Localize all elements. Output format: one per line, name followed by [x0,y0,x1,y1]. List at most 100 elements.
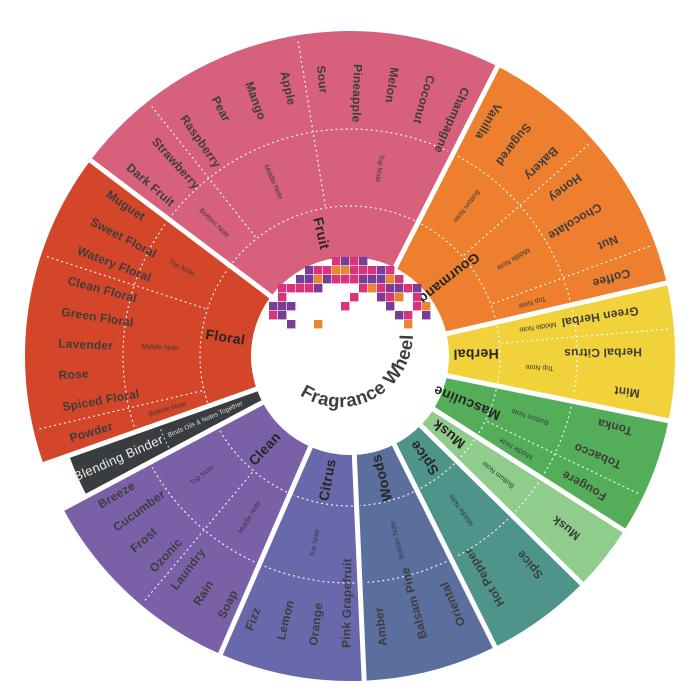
mosaic-pixel [413,284,422,293]
mosaic-pixel [395,311,404,320]
sector-divider [351,450,367,686]
note-divider-dashed [36,390,203,431]
mosaic-pixel [386,284,395,293]
mosaic-pixel [350,257,359,266]
ring-divider-dashed [419,463,455,490]
mosaic-pixel [359,284,368,293]
center-mosaic [269,257,431,329]
ring-divider-dashed [421,223,496,319]
item-label: Amber [372,606,390,646]
sector-clean [63,402,311,655]
mosaic-pixel [323,266,332,275]
sector-musk [420,409,625,584]
item-label: Rose [58,366,89,382]
mosaic-pixel [332,257,341,266]
sector-divider [38,385,262,469]
item-label: Orange [306,602,325,647]
item-label: Pink Grapefruit [339,558,354,648]
mosaic-pixel [332,266,341,275]
ring-divider-dashed [571,310,578,396]
mosaic-pixel [377,266,386,275]
mosaic-pixel [350,275,359,284]
item-label: Melon [382,66,401,103]
mosaic-pixel [287,302,296,311]
mosaic-pixel [359,275,368,284]
family-label-herbal: Herbal [453,346,499,363]
binder-divider-dashed [159,427,170,448]
sector-gourmand [394,66,667,334]
note-divider-dashed [297,38,326,207]
ring-divider-dashed [515,482,539,512]
mosaic-pixel [395,293,404,302]
ring-divider-dashed [477,389,497,434]
sector-divider [390,60,503,273]
mosaic-pixel [305,284,314,293]
sector-divider [442,372,674,425]
mosaic-pixel [332,275,341,284]
mosaic-pixel [422,311,431,320]
mosaic-pixel [404,311,413,320]
sector-woods [354,444,496,681]
mosaic-pixel [323,275,332,284]
mosaic-pixel [341,302,350,311]
center-title: Fragrance Wheel [298,334,417,412]
mosaic-pixel [368,275,377,284]
mosaic-pixel [296,275,305,284]
center-title-text: Fragrance Wheel [298,334,417,412]
note-divider-dashed [43,255,206,310]
mosaic-pixel [377,275,386,284]
note-label: Top Note [374,154,385,183]
item-label: Mint [613,383,640,400]
mosaic-pixel [278,293,287,302]
mosaic-pixel [350,266,359,275]
note-label: Middle Note [141,344,179,353]
family-label-floral: Floral [205,326,247,348]
note-divider-dashed [501,328,671,344]
item-label: Lavender [58,336,114,352]
mosaic-pixel [377,293,386,302]
sector-divider [416,420,588,590]
ring-divider-dashed [231,205,416,264]
ring-divider-dashed [151,467,255,563]
mosaic-pixel [278,311,287,320]
mosaic-pixel [368,284,377,293]
mosaic-pixel [386,266,395,275]
mosaic-pixel [368,266,377,275]
mosaic-pixel [341,275,350,284]
sector-divider [442,279,673,338]
note-label: Top Note [525,363,553,372]
mosaic-pixel [287,320,296,329]
note-divider-dashed [492,244,653,305]
mosaic-pixel [269,311,278,320]
mosaic-pixel [305,266,314,275]
mosaic-pixel [386,293,395,302]
note-divider-dashed [142,472,253,604]
sector-fruit [90,30,498,297]
mosaic-pixel [287,284,296,293]
mosaic-pixel [422,302,431,311]
mosaic-pixel [386,302,395,311]
mosaic-pixel [386,275,395,284]
item-label: Herbal Citrus [564,345,642,360]
mosaic-pixel [269,302,278,311]
item-label: Sour [314,65,331,95]
mosaic-pixel [341,257,350,266]
ring-divider-dashed [218,429,288,493]
family-label-fruit: Fruit [310,216,333,251]
ring-divider-dashed [293,494,353,507]
mosaic-pixel [413,302,422,311]
mosaic-pixel [350,293,359,302]
sector-divider [84,155,276,301]
sector-divider [57,398,268,514]
mosaic-pixel [395,284,404,293]
sector-divider [390,439,500,653]
mosaic-pixel [359,257,368,266]
mosaic-pixel [377,284,386,293]
note-divider-dashed [149,103,256,238]
sector-citrus [220,446,365,681]
mosaic-pixel [314,275,323,284]
note-divider-dashed [463,141,592,256]
sector-divider [216,442,315,660]
